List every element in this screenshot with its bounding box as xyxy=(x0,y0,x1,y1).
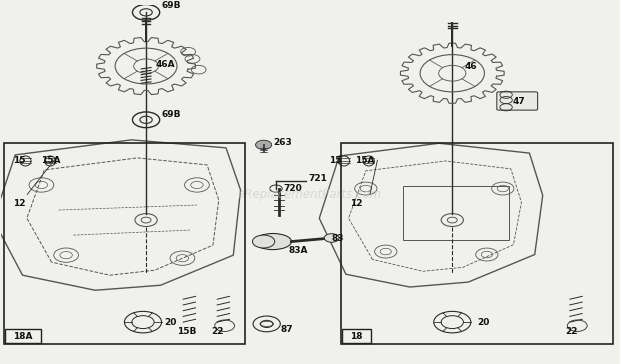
Bar xyxy=(341,143,613,344)
Circle shape xyxy=(255,140,272,150)
Text: 263: 263 xyxy=(273,138,291,147)
Text: 720: 720 xyxy=(283,184,302,193)
FancyBboxPatch shape xyxy=(497,92,538,110)
Circle shape xyxy=(252,235,275,248)
Text: 22: 22 xyxy=(211,327,224,336)
Circle shape xyxy=(324,234,339,242)
Text: 83: 83 xyxy=(332,234,344,243)
Bar xyxy=(4,143,245,344)
Text: 721: 721 xyxy=(308,174,327,183)
Text: 46: 46 xyxy=(464,62,477,71)
Text: 15A: 15A xyxy=(41,157,60,166)
Text: 69B: 69B xyxy=(162,110,181,119)
Text: 15: 15 xyxy=(13,157,25,166)
Text: 12: 12 xyxy=(350,199,363,209)
Text: 87: 87 xyxy=(281,325,293,334)
Text: 15B: 15B xyxy=(177,327,197,336)
Text: 20: 20 xyxy=(477,318,489,327)
Text: 15A: 15A xyxy=(355,157,374,166)
Text: 69B: 69B xyxy=(162,1,181,10)
Text: 22: 22 xyxy=(565,327,577,336)
Bar xyxy=(342,329,371,343)
Text: 18A: 18A xyxy=(13,332,33,341)
Text: 18: 18 xyxy=(350,332,363,341)
Bar xyxy=(5,329,41,343)
Text: eReplacementParts.com: eReplacementParts.com xyxy=(238,189,382,202)
Ellipse shape xyxy=(254,233,291,250)
Text: 20: 20 xyxy=(165,318,177,327)
Text: 46A: 46A xyxy=(156,60,175,69)
Text: 47: 47 xyxy=(513,98,526,106)
Text: 12: 12 xyxy=(13,199,25,209)
Text: 15: 15 xyxy=(329,157,341,166)
Text: 83A: 83A xyxy=(288,246,308,255)
